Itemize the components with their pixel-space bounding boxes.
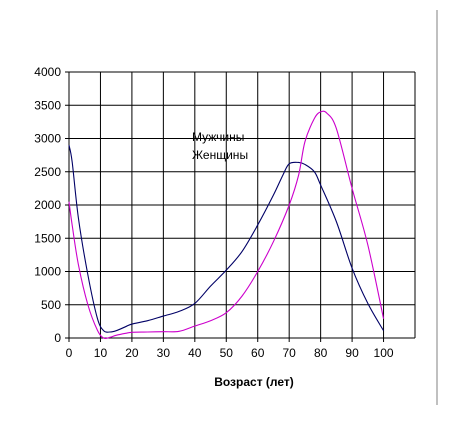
x-axis-title: Возраст (лет): [214, 375, 294, 389]
legend-label-women: Женщины: [192, 148, 248, 162]
series-line-women: [68, 110, 385, 340]
y-tick-label: 1000: [34, 265, 61, 279]
y-tick-label: 1500: [34, 231, 61, 245]
y-tick-label: 4000: [34, 65, 61, 79]
x-tick-label: 80: [314, 346, 328, 360]
legend-label-men: Мужчины: [192, 130, 244, 144]
x-tick-label: 60: [251, 346, 265, 360]
legend: Мужчины Женщины: [192, 130, 248, 162]
y-tick-label: 500: [41, 298, 61, 312]
axes: 0 500 1000 1500 2000 2500 3000 3500 4000 0 10 20 30 4…: [34, 65, 415, 360]
y-tick-label: 0: [54, 331, 61, 345]
series-line-men: [68, 145, 385, 333]
x-tick-label: 50: [220, 346, 234, 360]
y-tick-label: 3000: [34, 132, 61, 146]
x-tick-label: 100: [374, 346, 394, 360]
x-tick-label: 0: [66, 346, 73, 360]
y-tick-label: 2000: [34, 198, 61, 212]
x-tick-label: 90: [345, 346, 359, 360]
x-tick-label: 40: [188, 346, 202, 360]
series: [68, 110, 385, 340]
x-tick-label: 10: [94, 346, 108, 360]
x-tick-label: 70: [283, 346, 297, 360]
x-tick-label: 30: [157, 346, 171, 360]
x-tick-label: 20: [125, 346, 139, 360]
y-tick-label: 3500: [34, 98, 61, 112]
y-tick-label: 2500: [34, 165, 61, 179]
grid: [68, 71, 416, 339]
